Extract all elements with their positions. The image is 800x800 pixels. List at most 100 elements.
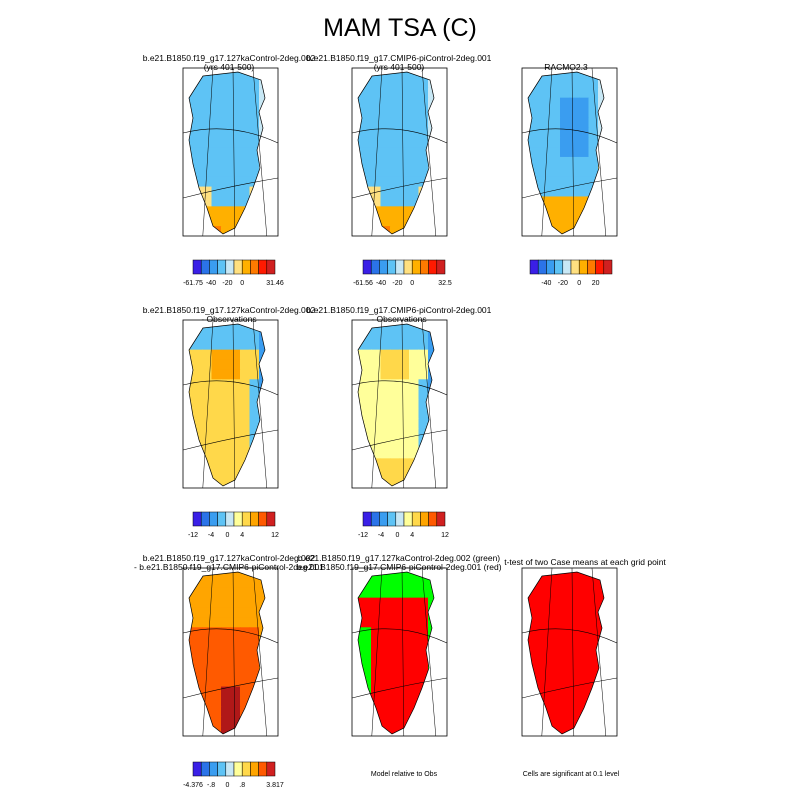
grid-cell [240, 408, 251, 420]
grid-cell [438, 478, 448, 488]
grid-cell [371, 597, 382, 609]
grid-cell [528, 156, 533, 168]
colorbar-tick-label: 31.46 [266, 280, 284, 287]
grid-cell [269, 399, 279, 409]
grid-cell [240, 72, 251, 79]
colorbar-swatch [436, 511, 446, 527]
grid-cell [531, 166, 542, 178]
grid-cell [531, 617, 542, 628]
grid-cell [192, 597, 203, 609]
grid-cell [390, 216, 401, 227]
grid-cell [550, 186, 561, 198]
grid-cell [221, 107, 232, 119]
map-sig-7 [521, 567, 618, 737]
grid-cell [438, 360, 448, 370]
grid-cell [560, 97, 571, 109]
grid-cell [409, 607, 420, 619]
grid-cell [269, 687, 279, 697]
grid-cell [608, 108, 618, 118]
grid-cell [211, 176, 222, 188]
grid-cell [428, 72, 434, 79]
grid-cell [528, 572, 533, 579]
grid-cell [399, 137, 410, 148]
grid-cell [418, 448, 429, 459]
grid-cell [249, 349, 260, 361]
grid-cell [230, 458, 241, 469]
grid-cell [240, 359, 251, 371]
grid-cell [189, 196, 194, 207]
grid-cell [230, 428, 241, 440]
grid-cell [361, 418, 372, 430]
grid-cell [569, 72, 580, 79]
grid-cell [259, 216, 265, 227]
grid-cell [249, 478, 260, 486]
grid-cell [550, 617, 561, 628]
colorbar-swatch [241, 511, 251, 527]
panel-title-line2: - Observations [371, 314, 427, 324]
grid-cell [528, 107, 533, 119]
grid-cell [399, 117, 410, 128]
colorbar-tick-label: -40 [541, 280, 551, 287]
grid-cell [371, 324, 382, 331]
grid-cell [230, 359, 241, 371]
grid-cell [202, 399, 213, 410]
latitude-line [521, 128, 618, 144]
coastline [357, 71, 435, 235]
grid-cell [550, 637, 561, 648]
grid-cell [358, 587, 363, 599]
grid-cell [230, 127, 241, 138]
grid-cell [269, 88, 279, 98]
grid-cell [380, 577, 391, 589]
grid-cell [390, 399, 401, 410]
grid-cell [259, 324, 265, 331]
grid-cell [569, 196, 580, 207]
grid-cell [428, 468, 434, 479]
grid-cell [249, 637, 260, 648]
grid-cell [192, 389, 203, 400]
grid-cell [221, 77, 232, 89]
grid-cell [579, 147, 590, 158]
grid-cell [541, 637, 552, 648]
grid-cell [221, 137, 232, 148]
grid-cell [598, 577, 604, 589]
grid-cell [221, 418, 232, 430]
grid-cell [371, 696, 382, 707]
grid-cell [371, 617, 382, 628]
grid-cell [438, 226, 448, 236]
grid-cell [550, 77, 561, 89]
grid-cell [418, 216, 429, 227]
colorbar-tick-label: 0 [225, 782, 229, 789]
grid-cell [380, 176, 391, 188]
grid-cell [588, 107, 599, 119]
grid-cell [409, 676, 420, 688]
grid-cell [438, 127, 448, 137]
grid-cell [211, 389, 222, 400]
grid-cell [192, 468, 203, 479]
grid-cell [371, 359, 382, 371]
grid-cell [550, 716, 561, 727]
grid-cell [541, 127, 552, 138]
grid-cell [221, 117, 232, 128]
grid-cell [409, 186, 420, 198]
grid-cell [541, 587, 552, 599]
latitude-line [182, 429, 279, 451]
grid-cell [380, 666, 391, 678]
colorbar-tick-label: -20 [222, 280, 232, 287]
grid-cell [399, 408, 410, 420]
grid-cell [192, 399, 203, 410]
colorbar-swatch [250, 259, 259, 275]
grid-cell [361, 408, 372, 420]
colorbar-swatch [411, 259, 421, 275]
grid-cell [230, 339, 241, 351]
grid-cell [390, 137, 401, 148]
grid-cell [438, 588, 448, 598]
grid-cell [390, 458, 401, 469]
colorbar-swatch [403, 259, 413, 275]
grid-cell [608, 627, 618, 637]
colorbar-tick-label: 4 [410, 532, 414, 539]
grid-cell [418, 637, 429, 648]
grid-cell [428, 597, 434, 609]
grid-cell [418, 166, 429, 178]
grid-cell [418, 137, 429, 148]
grid-cell [192, 107, 203, 119]
